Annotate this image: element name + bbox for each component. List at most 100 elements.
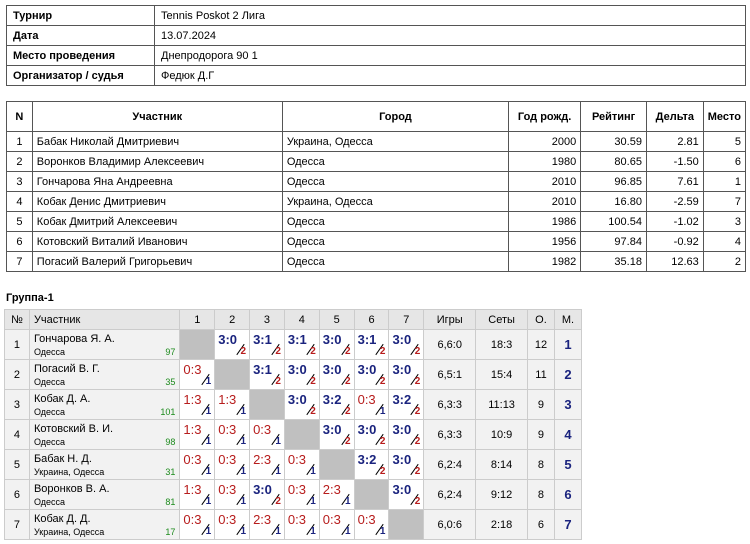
match-points: 1 xyxy=(275,526,281,537)
participants-col-header: Рейтинг xyxy=(580,101,647,132)
match-score: 3:1 xyxy=(253,332,272,347)
group-player-cell: Воронков В. А. Одесса 81 xyxy=(28,479,181,510)
participant-cell: 4 xyxy=(702,231,747,252)
group-sets-cell: 11:13 xyxy=(475,389,529,420)
participant-row: 5 Кобак Дмитрий Алексеевич Одесса 1986 100.5… xyxy=(6,211,747,232)
group-col-header: 3 xyxy=(249,309,285,330)
participant-cell: 1980 xyxy=(507,151,582,172)
participant-cell: 1982 xyxy=(507,251,582,272)
participant-cell: Украина, Одесса xyxy=(281,191,509,212)
group-games-cell: 6,0:6 xyxy=(423,509,477,540)
match-points: 1 xyxy=(205,526,212,537)
match-points: 2 xyxy=(379,346,386,357)
match-result-cell: 1:3 1 xyxy=(179,419,216,450)
match-result-cell: 0:3 1 xyxy=(283,509,320,540)
participant-cell: Бабак Николай Дмитриевич xyxy=(31,131,283,152)
match-score: 3:0 xyxy=(322,422,342,437)
match-score: 3:1 xyxy=(253,362,272,377)
participant-cell: Одесса xyxy=(281,211,509,232)
participant-cell: 3 xyxy=(6,171,33,192)
match-result-cell: 3:0 2 xyxy=(318,329,355,360)
group-points-cell: 11 xyxy=(527,359,555,390)
match-result-cell: 3:0 2 xyxy=(353,359,390,390)
group-games-header: Игры xyxy=(423,309,477,330)
match-points: 2 xyxy=(414,496,421,507)
match-score: 3:2 xyxy=(392,392,412,407)
group-header-row: № Участник 1 2 3 4 5 6 7 Игры Сеты О. М. xyxy=(4,309,583,330)
info-value: 13.07.2024 xyxy=(154,25,746,46)
match-result-cell: 3:0 2 xyxy=(318,359,355,390)
match-score: 3:0 xyxy=(253,482,272,497)
self-match-cell xyxy=(179,329,216,360)
match-score: 1:3 xyxy=(183,482,202,497)
player-city: Одесса xyxy=(33,407,66,417)
participant-cell: 5 xyxy=(6,211,33,232)
participant-cell: 80.65 xyxy=(580,151,647,172)
player-name: Кобак Д. Д. xyxy=(33,513,91,525)
group-points-cell: 9 xyxy=(527,419,555,450)
match-score: 0:3 xyxy=(322,512,341,527)
group-col-header: 4 xyxy=(283,309,320,330)
group-player-cell: Бабак Н. Д. Украина, Одесса 31 xyxy=(28,449,181,480)
participants-col-header: Год рожд. xyxy=(507,101,582,132)
match-result-cell: 0:3 1 xyxy=(179,509,216,540)
player-rating: 81 xyxy=(165,497,176,507)
match-points: 1 xyxy=(275,436,281,447)
participant-cell: Гончарова Яна Андреевна xyxy=(31,171,283,192)
group-sets-cell: 2:18 xyxy=(475,509,529,540)
match-score: 3:0 xyxy=(322,362,342,377)
match-result-cell: 0:3 1 xyxy=(283,479,320,510)
match-result-cell: 3:0 2 xyxy=(249,479,285,510)
group-points-header: О. xyxy=(527,309,555,330)
participant-cell: 2 xyxy=(6,151,33,172)
participant-cell: 97.84 xyxy=(580,231,647,252)
match-points: 1 xyxy=(205,406,212,417)
participant-cell: 7 xyxy=(702,191,747,212)
match-score: 3:0 xyxy=(392,422,412,437)
match-points: 2 xyxy=(310,406,316,417)
group-place-cell: 6 xyxy=(553,479,583,510)
match-result-cell: 1:3 1 xyxy=(214,389,251,420)
match-score: 3:0 xyxy=(392,482,412,497)
participant-cell: 2010 xyxy=(507,171,582,192)
match-score: 3:1 xyxy=(287,332,307,347)
match-result-cell: 3:0 2 xyxy=(388,419,425,450)
match-result-cell: 3:0 2 xyxy=(388,329,425,360)
group-num-header: № xyxy=(4,309,30,330)
group-place-cell: 5 xyxy=(553,449,583,480)
match-score: 1:3 xyxy=(183,422,202,437)
match-result-cell: 0:3 1 xyxy=(214,509,251,540)
group-sets-cell: 15:4 xyxy=(475,359,529,390)
match-score: 0:3 xyxy=(357,392,376,407)
participant-cell: 1 xyxy=(702,171,747,192)
match-result-cell: 3:0 2 xyxy=(388,359,425,390)
match-result-cell: 3:1 2 xyxy=(283,329,320,360)
match-result-cell: 3:1 2 xyxy=(249,329,285,360)
match-result-cell: 1:3 1 xyxy=(179,479,216,510)
player-name: Погасий В. Г. xyxy=(33,363,100,375)
match-points: 2 xyxy=(310,346,316,357)
match-result-cell: 3:2 2 xyxy=(318,389,355,420)
group-title: Группа-1 xyxy=(6,292,54,304)
info-value: Tennis Poskot 2 Лига xyxy=(154,5,746,26)
group-points-cell: 12 xyxy=(527,329,555,360)
participant-cell: Котовский Виталий Иванович xyxy=(31,231,283,252)
info-key: Дата xyxy=(6,25,155,46)
match-points: 1 xyxy=(240,526,247,537)
player-name: Гончарова Я. А. xyxy=(33,333,115,345)
group-player-cell: Погасий В. Г. Одесса 35 xyxy=(28,359,181,390)
match-points: 2 xyxy=(414,406,421,417)
participants-table: N Участник Город Год рожд. Рейтинг Дельта Мест… xyxy=(6,101,747,272)
tournament-info-table: Турнир Tennis Poskot 2 Лига Дата 13.07.2024… xyxy=(6,5,746,86)
group-player-cell: Кобак Д. Д. Украина, Одесса 17 xyxy=(28,509,181,540)
group-games-cell: 6,6:0 xyxy=(423,329,477,360)
participants-col-header: Место xyxy=(702,101,747,132)
match-points: 1 xyxy=(310,526,316,537)
match-points: 1 xyxy=(310,466,316,477)
participant-cell: 2000 xyxy=(507,131,582,152)
match-points: 1 xyxy=(345,526,351,537)
participant-cell: 2010 xyxy=(507,191,582,212)
info-row: Организатор / судья Федюк Д.Г xyxy=(6,65,746,86)
match-result-cell: 0:3 1 xyxy=(179,359,216,390)
match-result-cell: 3:2 2 xyxy=(388,389,425,420)
